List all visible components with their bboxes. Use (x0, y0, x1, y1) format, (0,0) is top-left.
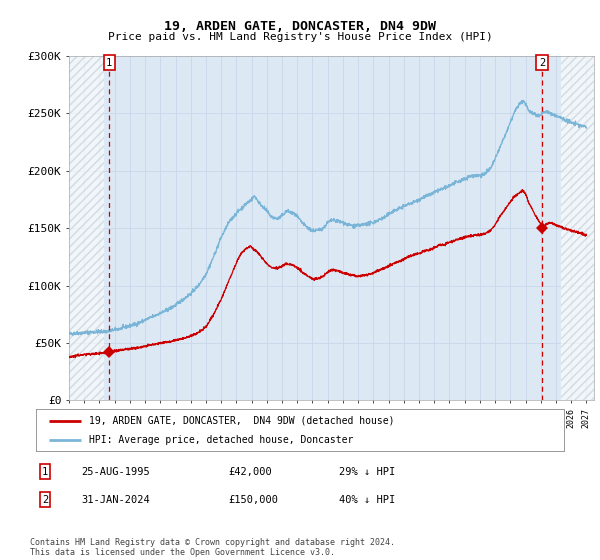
Text: 1: 1 (106, 58, 112, 68)
Text: £150,000: £150,000 (228, 494, 278, 505)
Text: 29% ↓ HPI: 29% ↓ HPI (339, 466, 395, 477)
Text: Price paid vs. HM Land Registry's House Price Index (HPI): Price paid vs. HM Land Registry's House … (107, 32, 493, 43)
Text: Contains HM Land Registry data © Crown copyright and database right 2024.
This d: Contains HM Land Registry data © Crown c… (30, 538, 395, 557)
Text: 1: 1 (42, 466, 48, 477)
Text: 40% ↓ HPI: 40% ↓ HPI (339, 494, 395, 505)
Text: 2: 2 (539, 58, 545, 68)
Text: HPI: Average price, detached house, Doncaster: HPI: Average price, detached house, Donc… (89, 435, 353, 445)
Text: £42,000: £42,000 (228, 466, 272, 477)
Text: 19, ARDEN GATE, DONCASTER,  DN4 9DW (detached house): 19, ARDEN GATE, DONCASTER, DN4 9DW (deta… (89, 416, 394, 426)
Bar (560, 56, 594, 400)
Text: 25-AUG-1995: 25-AUG-1995 (81, 466, 150, 477)
Text: 2: 2 (42, 494, 48, 505)
Bar (69, 56, 104, 400)
Text: 31-JAN-2024: 31-JAN-2024 (81, 494, 150, 505)
Text: 19, ARDEN GATE, DONCASTER, DN4 9DW: 19, ARDEN GATE, DONCASTER, DN4 9DW (164, 20, 436, 32)
